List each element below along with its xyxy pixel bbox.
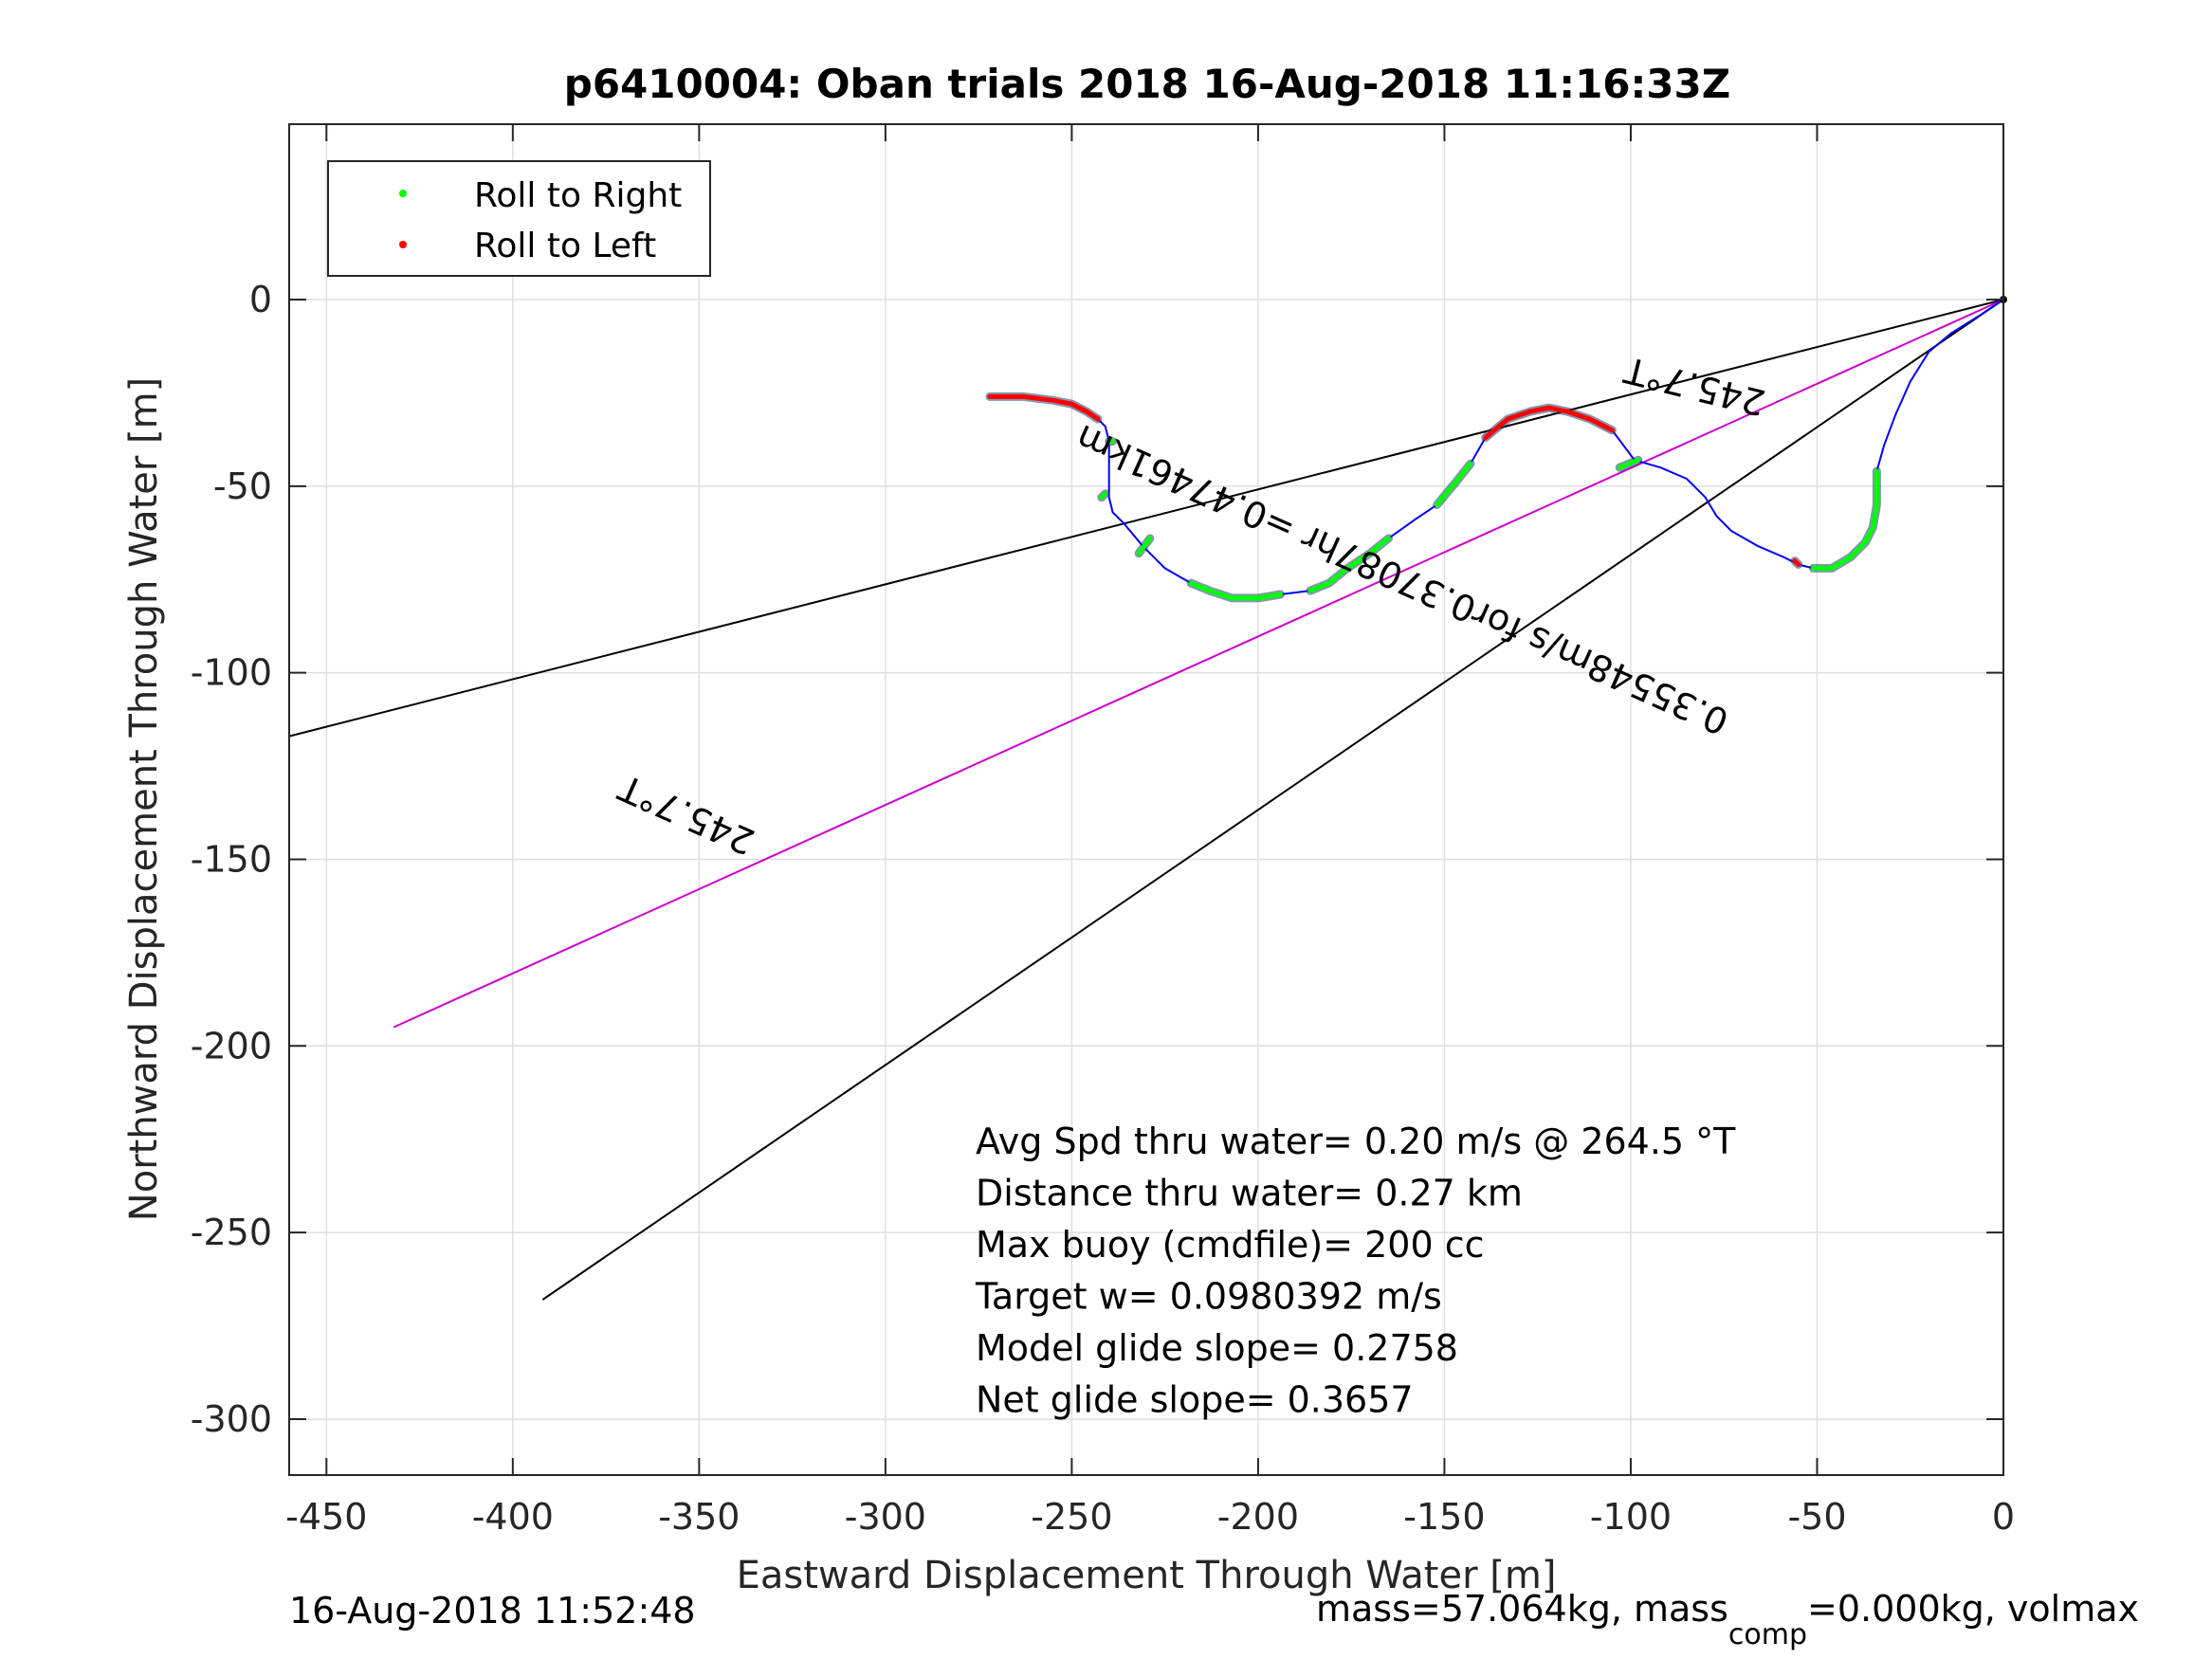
x-tick-label: -100 xyxy=(1590,1496,1672,1538)
roll-left-segment xyxy=(987,393,1101,422)
footer-mass-suffix: =0.000kg, volmax xyxy=(1807,1588,2139,1630)
heading-line xyxy=(541,299,2004,1301)
roll-left-segment xyxy=(1792,558,1801,567)
heading-line xyxy=(393,299,2004,1029)
y-tick-label: -50 xyxy=(213,465,272,507)
roll-right-segment xyxy=(1435,461,1473,507)
plot-area xyxy=(289,124,2003,1475)
roll-right-segment xyxy=(1188,580,1283,601)
footer-mass: mass=57.064kg, masscomp=0.000kg, volmax xyxy=(1316,1588,2139,1651)
x-tick-label: -150 xyxy=(1403,1496,1485,1538)
stats-line: Model glide slope= 0.2758 xyxy=(976,1327,1458,1369)
chart-title: p6410004: Oban trials 2018 16-Aug-2018 1… xyxy=(564,61,1730,107)
y-tick-label: -300 xyxy=(191,1398,272,1440)
heading-lines xyxy=(288,299,2004,1301)
heading-line xyxy=(288,299,2004,738)
x-tick-label: 0 xyxy=(1992,1496,2015,1538)
stats-line: Target w= 0.0980392 m/s xyxy=(975,1276,1442,1318)
footer-timestamp: 16-Aug-2018 11:52:48 xyxy=(289,1590,696,1632)
x-tick-label: -200 xyxy=(1217,1496,1299,1538)
x-tick-label: -300 xyxy=(845,1496,926,1538)
legend-label-roll-right: Roll to Right xyxy=(474,176,682,215)
y-axis-label: Northward Displacement Through Water [m] xyxy=(122,377,166,1221)
stats-line: Max buoy (cmdfile)= 200 cc xyxy=(976,1224,1485,1266)
grid xyxy=(289,124,2004,1475)
stats-line: Net glide slope= 0.3657 xyxy=(976,1379,1414,1421)
legend: Roll to Right Roll to Left xyxy=(327,160,711,277)
roll-markers xyxy=(985,392,1881,603)
roll-right-segment xyxy=(1811,468,1879,571)
roll-right-segment xyxy=(1099,491,1108,501)
y-tick-label: -250 xyxy=(191,1212,272,1253)
legend-marker-roll-left xyxy=(399,241,407,248)
stats-line: Avg Spd thru water= 0.20 m/s @ 264.5 °T xyxy=(976,1121,1736,1162)
x-tick-label: -350 xyxy=(658,1496,740,1538)
footer-mass-sub: comp xyxy=(1728,1618,1807,1651)
y-tick-label: 0 xyxy=(249,279,272,320)
plot-frame xyxy=(288,123,2004,1476)
axis-ticks: -450 -400 -350 -300 -250 -200 -150 -100 -50 0 0 -50… xyxy=(191,124,2015,1538)
x-tick-label: -450 xyxy=(285,1496,367,1538)
footer-mass-prefix: mass=57.064kg, mass xyxy=(1316,1588,1728,1630)
stats-block: Avg Spd thru water= 0.20 m/s @ 264.5 °T D… xyxy=(975,1121,1736,1421)
roll-left-segment xyxy=(1483,405,1615,441)
x-tick-label: -400 xyxy=(472,1496,554,1538)
legend-label-roll-left: Roll to Left xyxy=(474,227,656,265)
y-tick-label: -100 xyxy=(191,652,272,694)
roll-right-segment xyxy=(1136,536,1153,556)
roll-right-segment xyxy=(1307,536,1391,593)
x-axis-label: Eastward Displacement Through Water [m] xyxy=(737,1554,1557,1597)
y-tick-label: -150 xyxy=(191,838,272,880)
legend-marker-roll-right xyxy=(399,190,407,197)
roll-right-segment xyxy=(1617,457,1641,470)
x-tick-label: -250 xyxy=(1031,1496,1112,1538)
y-tick-label: -200 xyxy=(191,1025,272,1066)
stats-line: Distance thru water= 0.27 km xyxy=(976,1173,1523,1214)
legend-box xyxy=(327,160,711,277)
x-tick-label: -50 xyxy=(1787,1496,1846,1538)
